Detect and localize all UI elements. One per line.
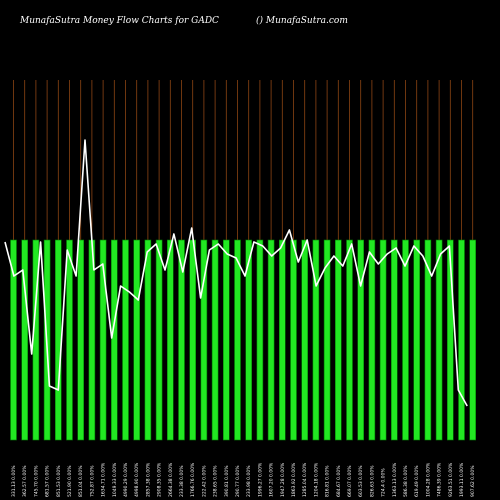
flow-bar (99, 239, 107, 441)
x-tick-label: 331.13 0.00% (11, 465, 17, 497)
flow-bar (189, 239, 196, 441)
flow-bar (424, 239, 432, 441)
flow-bar (245, 239, 252, 441)
x-tick-label: 1863.92 0.00% (291, 462, 297, 497)
x-tick-label: 238.65 0.00% (213, 465, 219, 497)
x-tick-label: 745.70 0.00% (33, 465, 39, 497)
flow-bar (155, 239, 163, 441)
flow-bar (267, 239, 275, 441)
flow-bar (435, 239, 443, 441)
x-tick-label: 1363.13 0.00% (392, 462, 398, 497)
flow-bar (211, 239, 219, 441)
flow-bar (346, 239, 353, 441)
flow-bar (21, 239, 29, 441)
x-tick-label: 2664.38 0.00% (168, 462, 174, 497)
flow-bar (54, 239, 62, 441)
flow-bar (122, 239, 129, 441)
x-tick-label: 586.38 0.00% (403, 465, 409, 497)
x-tick-label: 752.87 0.00% (89, 465, 95, 497)
flow-bar (144, 239, 152, 441)
x-tick-label: 9263.51 0.00% (448, 462, 454, 497)
x-tick-label: 1204.18 0.00% (313, 462, 319, 497)
x-tick-label: 290.77 0.00% (235, 465, 241, 497)
x-tick-label: 233.38 0.00% (179, 465, 185, 497)
x-tick-label: 851.53 0.00% (56, 465, 62, 497)
flow-bar (10, 239, 17, 441)
price-line (4, 139, 468, 407)
x-tick-label: 1607.20 0.00% (269, 462, 275, 497)
price-line-group (4, 139, 468, 407)
x-tick-label: 1004.28 0.00% (425, 462, 431, 497)
flow-bar (77, 239, 84, 441)
x-tick-label: 724.4 0.00% (381, 468, 387, 497)
x-tick-label: 1285.04 0.00% (302, 462, 308, 497)
x-tick-label: 2857.38 0.00% (145, 462, 151, 497)
x-tick-label: 222.42 0.00% (201, 465, 207, 497)
x-tick-label: 619.49 0.00% (414, 465, 420, 497)
flow-bar (178, 239, 185, 441)
x-tick-label: 1996.27 0.00% (257, 462, 263, 497)
flow-bar (234, 239, 241, 441)
x-tick-label: 1049.33 0.00% (112, 462, 118, 497)
x-tick-labels: 331.13 0.00% 362.57 0.00% 745.70 0.00% 681.… (11, 462, 476, 497)
flow-bar (334, 239, 342, 441)
x-tick-label: 362.57 0.00% (22, 465, 28, 497)
x-tick-label: 4990.29 0.00% (123, 462, 129, 497)
x-tick-label: 1993.11 0.00% (459, 462, 465, 497)
flow-bar (133, 239, 140, 441)
flow-bars (10, 239, 477, 441)
x-tick-label: 684.67 0.00% (336, 465, 342, 497)
flow-bar (301, 239, 309, 441)
flow-bar (312, 239, 320, 441)
flow-bar (390, 239, 398, 441)
flow-bar (402, 239, 409, 441)
x-tick-label: 521.90 0.00% (67, 465, 73, 497)
flow-bar (413, 239, 421, 441)
x-tick-label: 851.04 0.00% (78, 465, 84, 497)
flow-bar (167, 239, 174, 441)
flow-bar (256, 239, 264, 441)
flow-bar (368, 239, 376, 441)
x-tick-label: 7486.39 0.00% (437, 462, 443, 497)
flow-bar (223, 239, 230, 441)
site-credit: () MunafaSutra.com (256, 15, 348, 26)
flow-bar (290, 239, 297, 441)
x-tick-label: 390.81 0.00% (224, 465, 230, 497)
x-tick-label: 1634.71 0.00% (101, 462, 107, 497)
x-tick-label: 907.62 0.00% (470, 465, 476, 497)
flow-bar (66, 239, 73, 441)
flow-bar (379, 239, 387, 441)
flow-bar (458, 239, 465, 441)
flow-bar (357, 239, 365, 441)
flow-bar (469, 239, 477, 441)
x-tick-label: 669.07 0.00% (347, 465, 353, 497)
x-tick-label: 681.57 0.00% (45, 465, 51, 497)
x-tick-label: 4998.90 0.00% (134, 462, 140, 497)
x-tick-label: 233.98 0.00% (246, 465, 252, 497)
flow-bar (323, 239, 331, 441)
x-tick-label: 603.53 0.00% (358, 465, 364, 497)
flow-bar (446, 239, 454, 441)
flow-bar (278, 239, 286, 441)
x-tick-label: 816.81 0.00% (325, 465, 331, 497)
flow-bar (200, 239, 208, 441)
x-tick-label: 1766.76 0.00% (190, 462, 196, 497)
flow-bar (111, 239, 118, 441)
x-tick-label: 2908.35 0.00% (157, 462, 163, 497)
x-tick-label: 826.63 0.00% (369, 465, 375, 497)
chart-title: MunafaSutra Money Flow Charts for GADC (19, 16, 219, 26)
x-tick-label: 1947.28 0.00% (280, 462, 286, 497)
